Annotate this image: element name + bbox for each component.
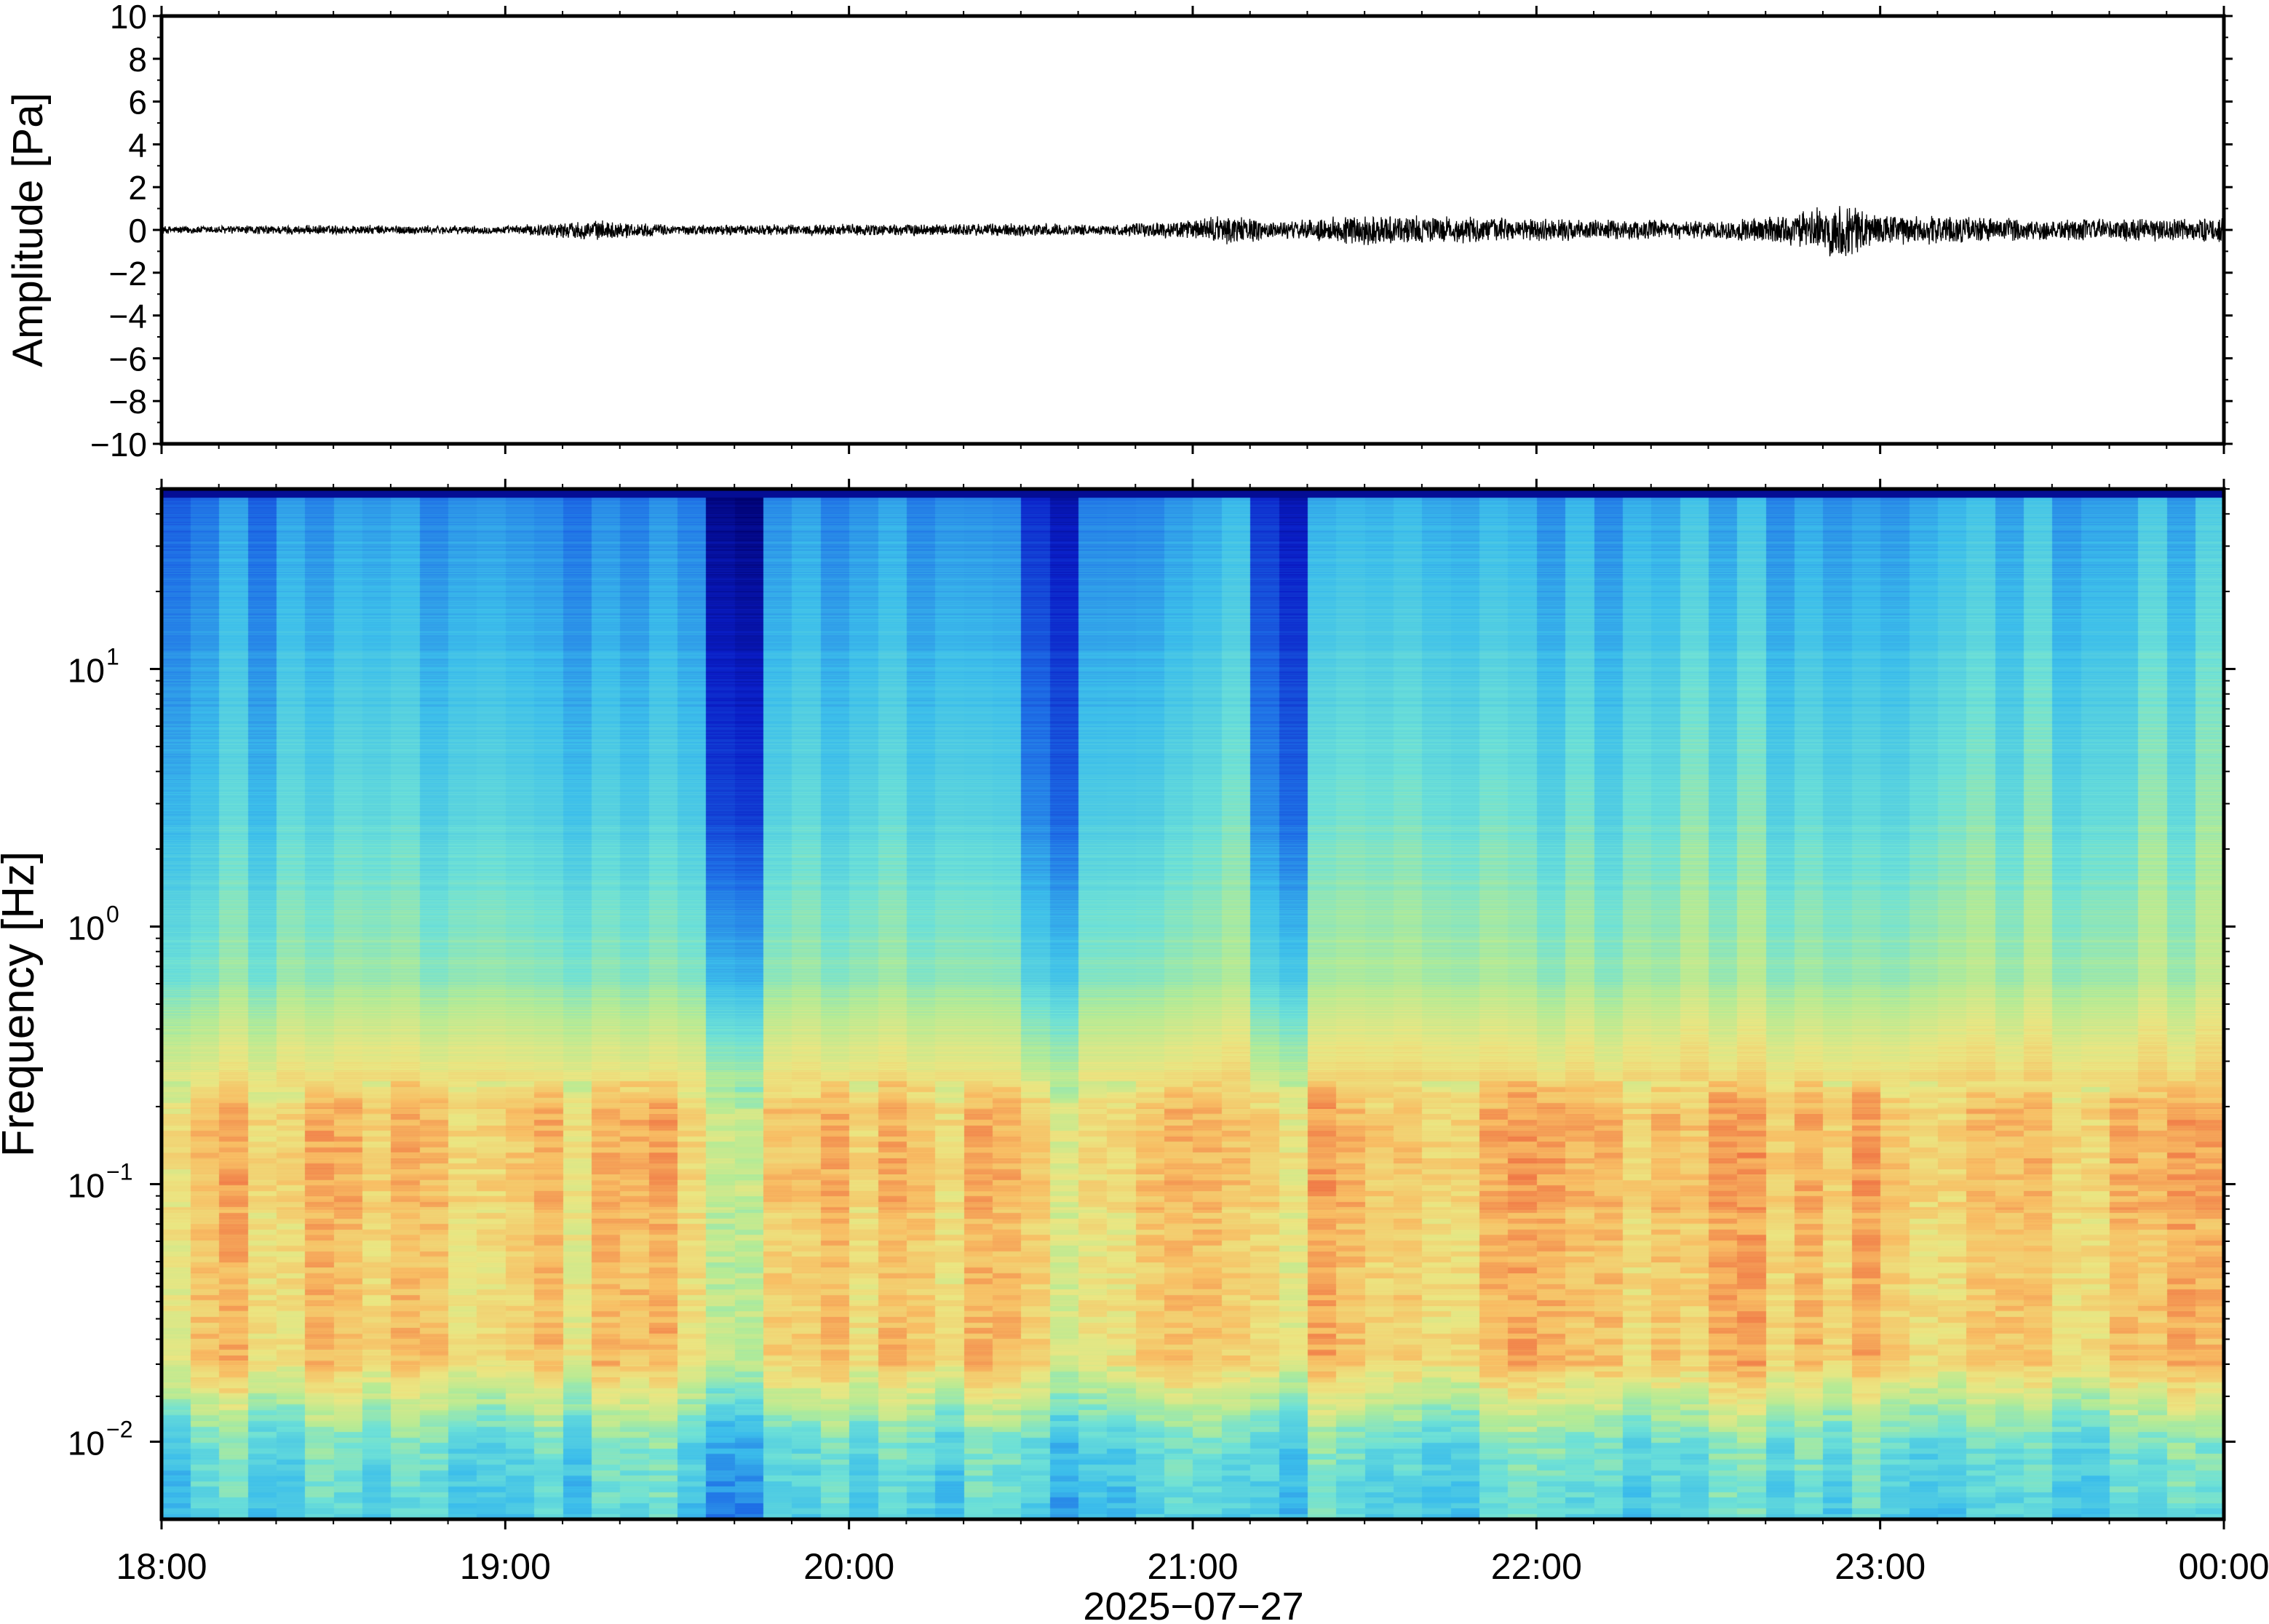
spectrogram-y-tick-exponent: 0 [106,901,119,927]
spectrogram-y-tick-label: 10 [68,1166,105,1204]
x-tick-label: 21:00 [1147,1546,1238,1587]
waveform-y-tick-label: 2 [128,169,147,207]
spectrogram-y-tick-exponent: −2 [106,1416,132,1442]
waveform-y-tick-label: 4 [128,126,147,164]
spectrogram-y-tick-label: 10 [68,1424,105,1462]
x-tick-label: 18:00 [116,1546,207,1587]
waveform-y-tick-label: 10 [110,0,147,36]
waveform-y-tick-label: 0 [128,212,147,250]
spectrogram-y-tick-label: 10 [68,909,105,947]
spectrogram-heatmap [162,489,2224,1519]
waveform-y-tick-label: −6 [109,340,147,378]
spectrogram-y-tick-exponent: 1 [106,643,119,669]
waveform-x-ticks [160,6,2225,454]
waveform-panel: 10 8 6 4 2 0 −2 −4 −6 −8 −10 Amplitude [Pa] [4,0,2233,463]
x-tick-label: 22:00 [1491,1546,1582,1587]
waveform-line [161,206,2225,257]
waveform-y-tick-label: −4 [109,298,147,335]
x-tick-label: 23:00 [1835,1546,1926,1587]
waveform-y-tick-label: −2 [109,255,147,292]
spectrogram-y-axis-label: Frequency [Hz] [0,851,44,1157]
x-axis-date-label: 2025−07−27 [1083,1585,1303,1624]
waveform-y-tick-label: −10 [90,426,147,463]
waveform-y-tick-label: 6 [128,84,147,122]
spectrogram-image [162,489,2224,1519]
waveform-y-tick-label: −8 [109,383,147,421]
spectrogram-x-ticks: 18:00 19:00 20:00 21:00 22:00 23:00 00:00 [116,479,2269,1587]
waveform-y-ticks: 10 8 6 4 2 0 −2 −4 −6 −8 −10 [90,0,2233,463]
waveform-trace [161,206,2225,257]
waveform-y-tick-label: 8 [128,41,147,79]
spectrogram-y-tick-exponent: −1 [106,1158,132,1185]
waveform-y-axis-label: Amplitude [Pa] [4,92,52,367]
x-tick-label: 19:00 [460,1546,551,1587]
x-tick-label: 00:00 [2178,1546,2269,1587]
spectrogram-y-tick-label: 10 [68,651,105,689]
x-tick-label: 20:00 [803,1546,894,1587]
